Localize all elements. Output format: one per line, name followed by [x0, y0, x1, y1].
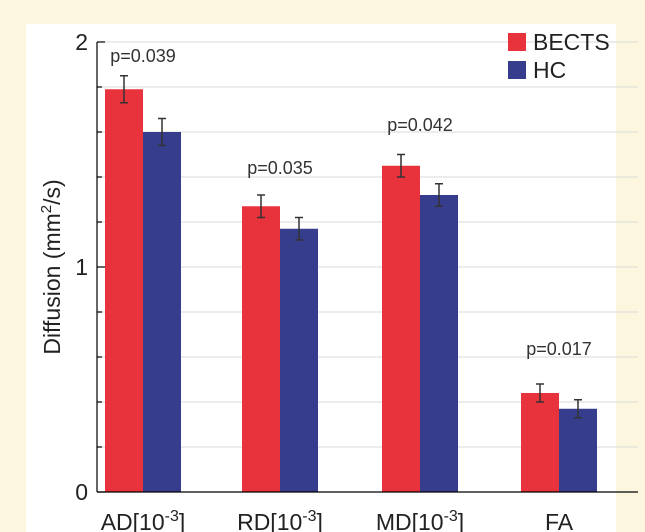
bar-bects [242, 206, 280, 492]
bar-hc [559, 408, 597, 492]
bar-hc [143, 132, 181, 492]
y-tick-label: 1 [75, 254, 88, 280]
y-tick-label: 0 [75, 479, 88, 505]
y-ticks: 0 1 2 [75, 29, 105, 505]
x-tick-labels: AD[10-3] RD[10-3] MD[10-3] FA [101, 508, 574, 532]
x-tick-label: AD[10-3] [101, 508, 186, 532]
x-tick-label: MD[10-3] [376, 508, 464, 532]
bar-bects [382, 165, 420, 492]
y-axis-label: Diffusion (mm2/s) [38, 179, 65, 354]
legend-swatch-hc [508, 61, 526, 79]
bar-bects [105, 89, 143, 492]
legend-swatch-bects [508, 33, 526, 51]
p-value-label: p=0.017 [526, 339, 592, 359]
p-value-annotations: p=0.039 p=0.035 p=0.042 p=0.017 [110, 46, 592, 359]
gridlines [97, 41, 638, 448]
bar-bects [521, 393, 559, 492]
p-value-label: p=0.039 [110, 46, 176, 66]
p-value-label: p=0.042 [387, 115, 453, 135]
x-tick-label: RD[10-3] [237, 508, 323, 532]
bars [105, 75, 597, 492]
p-value-label: p=0.035 [247, 158, 313, 178]
bar-hc [280, 228, 318, 492]
x-tick-label: FA [545, 509, 574, 532]
y-tick-label: 2 [75, 29, 88, 55]
legend-label-bects: BECTS [533, 29, 610, 55]
legend-label-hc: HC [533, 57, 566, 83]
bar-hc [420, 195, 458, 492]
